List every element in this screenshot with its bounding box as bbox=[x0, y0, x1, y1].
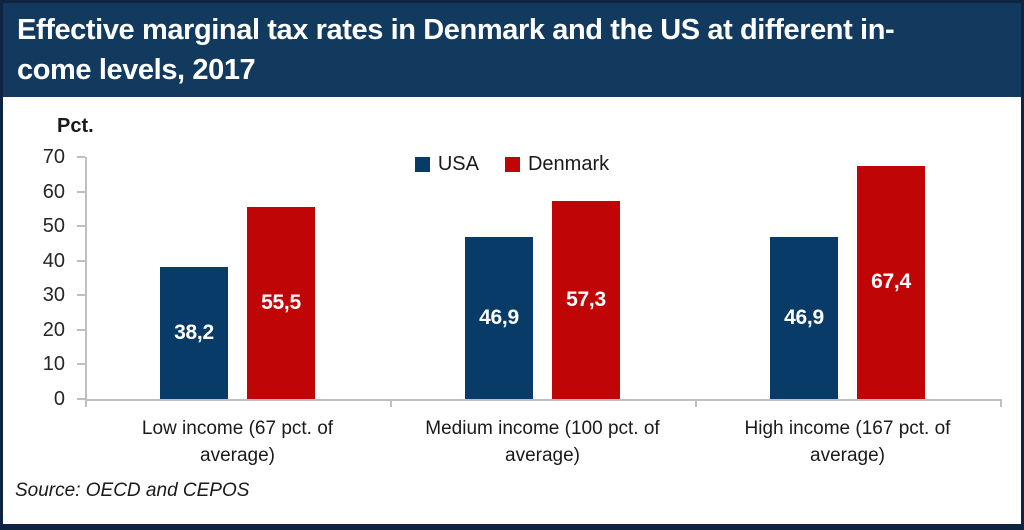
legend-label: USA bbox=[437, 153, 479, 175]
legend-label: Denmark bbox=[527, 153, 610, 175]
y-tick-label: 30 bbox=[42, 284, 65, 307]
legend-swatch-denmark bbox=[504, 157, 520, 172]
category-boundary-tick bbox=[1000, 399, 1002, 407]
y-tick-label: 60 bbox=[42, 180, 65, 203]
y-tick-mark bbox=[77, 363, 85, 366]
y-tick-label: 0 bbox=[53, 388, 65, 410]
x-category-label: Medium income (100 pct. of average) bbox=[425, 418, 660, 466]
y-axis-title: Pct. bbox=[57, 115, 94, 137]
category-boundary-tick bbox=[695, 399, 697, 407]
y-tick-mark bbox=[77, 398, 85, 400]
bar-usa: 46,9 bbox=[465, 236, 533, 399]
y-tick-label: 10 bbox=[42, 353, 65, 376]
y-tick-mark bbox=[77, 328, 85, 331]
chart-title-line-1: Effective marginal tax rates in Denmark … bbox=[17, 14, 895, 46]
y-tick-mark bbox=[77, 259, 85, 262]
y-tick-mark bbox=[77, 225, 85, 228]
x-axis-line bbox=[85, 399, 1002, 401]
y-tick-mark bbox=[77, 156, 85, 158]
y-tick-label: 70 bbox=[42, 146, 65, 168]
legend-item: USA bbox=[414, 153, 479, 176]
y-axis-line bbox=[85, 157, 87, 401]
y-tick-label: 50 bbox=[42, 215, 65, 238]
chart-title-line-2: come levels, 2017 bbox=[17, 54, 256, 86]
chart-header: Effective marginal tax rates in Denmark … bbox=[3, 3, 1021, 97]
bar-usa: 38,2 bbox=[160, 266, 228, 399]
bar-value-label: 46,9 bbox=[784, 305, 824, 329]
category-boundary-tick bbox=[390, 399, 392, 407]
y-tick-mark bbox=[77, 294, 85, 297]
bar-denmark: 67,4 bbox=[857, 165, 925, 399]
chart-title: Effective marginal tax rates in Denmark … bbox=[3, 3, 1021, 90]
bar-value-label: 38,2 bbox=[174, 320, 214, 344]
x-category-label: High income (167 pct. of average) bbox=[744, 418, 951, 466]
legend-item: Denmark bbox=[504, 153, 610, 176]
x-category-label: Low income (67 pct. of average) bbox=[141, 418, 334, 466]
legend-swatch-usa bbox=[414, 157, 430, 172]
bar-value-label: 55,5 bbox=[261, 291, 301, 315]
bar-denmark: 55,5 bbox=[247, 207, 315, 399]
y-tick-label: 40 bbox=[42, 249, 65, 272]
bar-usa: 46,9 bbox=[770, 236, 838, 399]
y-tick-label: 20 bbox=[42, 318, 65, 341]
bar-value-label: 46,9 bbox=[479, 305, 519, 329]
y-tick-mark bbox=[77, 190, 85, 193]
bar-value-label: 57,3 bbox=[566, 287, 606, 311]
category-boundary-tick bbox=[85, 399, 87, 407]
bar-denmark: 57,3 bbox=[552, 200, 620, 399]
bar-value-label: 67,4 bbox=[871, 270, 911, 294]
source-note: Source: OECD and CEPOS bbox=[15, 480, 250, 501]
